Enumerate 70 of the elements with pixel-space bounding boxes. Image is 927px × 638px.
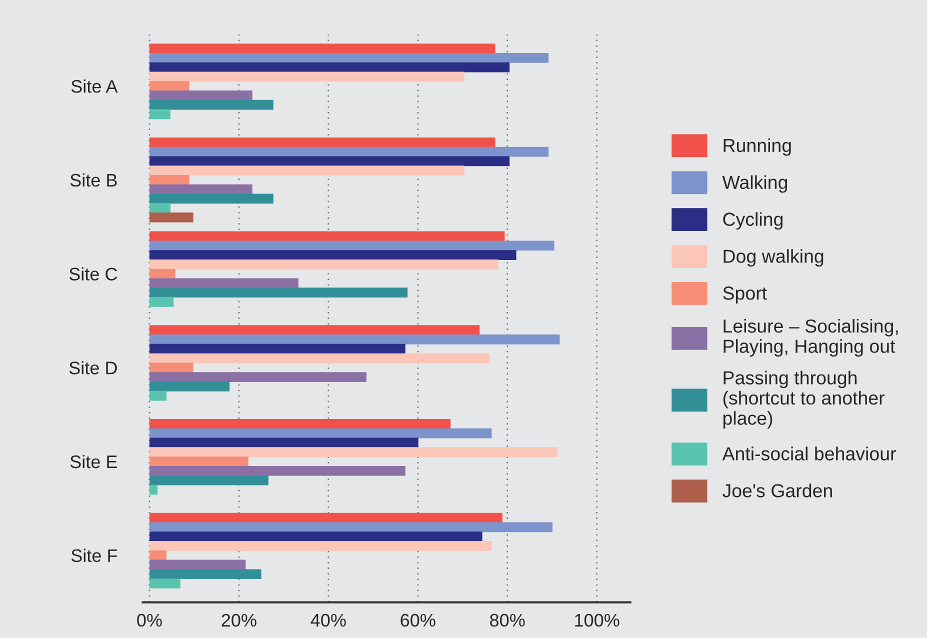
bar [149, 240, 554, 251]
bar [149, 484, 158, 495]
legend-label: Dog walking [724, 249, 824, 267]
y-tick-label: Site F [71, 548, 118, 562]
legend-label: Joe's Garden [722, 484, 832, 498]
bar [149, 456, 248, 466]
bar [149, 475, 268, 486]
bar [149, 362, 194, 373]
bar [149, 203, 170, 214]
bar [149, 109, 170, 120]
bar [149, 62, 510, 72]
x-tick-label: 60% [400, 614, 436, 627]
bar [149, 447, 558, 458]
bar [149, 334, 560, 344]
bar [149, 194, 274, 204]
y-tick-label: Site C [69, 267, 118, 280]
legend-label: Anti-social behaviour [722, 446, 896, 460]
bar [149, 100, 274, 110]
x-tick-label: 100% [575, 614, 620, 627]
bar [149, 137, 496, 148]
bar [149, 466, 406, 476]
bar [149, 353, 490, 364]
bar [149, 372, 366, 382]
x-tick-label: 0% [137, 614, 162, 627]
bar [149, 146, 548, 157]
bar [149, 390, 166, 401]
bar [149, 532, 482, 542]
bar [149, 250, 516, 260]
bar [149, 288, 408, 298]
bar [149, 81, 190, 91]
y-tick-label: Site E [70, 454, 117, 468]
bar [149, 90, 252, 100]
bar [149, 560, 246, 570]
bar [149, 72, 464, 82]
bar [149, 44, 496, 54]
bar [149, 381, 230, 392]
x-tick-label: 20% [222, 614, 256, 627]
legend-label: Running [724, 138, 791, 156]
bar [149, 428, 492, 438]
bar [149, 344, 406, 354]
legend-label: Walking [722, 175, 788, 193]
bar [149, 175, 190, 185]
bar [149, 297, 174, 307]
legend-label: Passing through (shortcut to another place) [723, 370, 885, 429]
x-tick-label: 40% [310, 614, 346, 627]
bar [149, 156, 510, 166]
bar [149, 212, 194, 222]
bar [149, 550, 166, 560]
y-tick-label: Site D [69, 361, 117, 374]
bar [149, 578, 180, 588]
x-tick-label: 80% [490, 614, 525, 627]
bar [149, 325, 480, 336]
bar [149, 166, 464, 176]
bar [149, 259, 498, 270]
bar [149, 231, 505, 242]
bar [149, 512, 502, 523]
bar [149, 522, 553, 532]
y-tick-label: Site A [71, 80, 118, 93]
legend-label: Leisure – Socialising, Playing, Hanging out [724, 318, 898, 357]
legend-label: Sport [723, 286, 767, 304]
bar [149, 278, 298, 288]
bar [149, 419, 451, 429]
bar [149, 184, 252, 194]
bar [149, 268, 176, 279]
legend-label: Cycling [723, 212, 783, 230]
bar [149, 569, 262, 580]
bar [149, 541, 492, 551]
bar [149, 52, 548, 63]
bar [149, 438, 418, 448]
y-tick-label: Site B [70, 173, 117, 187]
